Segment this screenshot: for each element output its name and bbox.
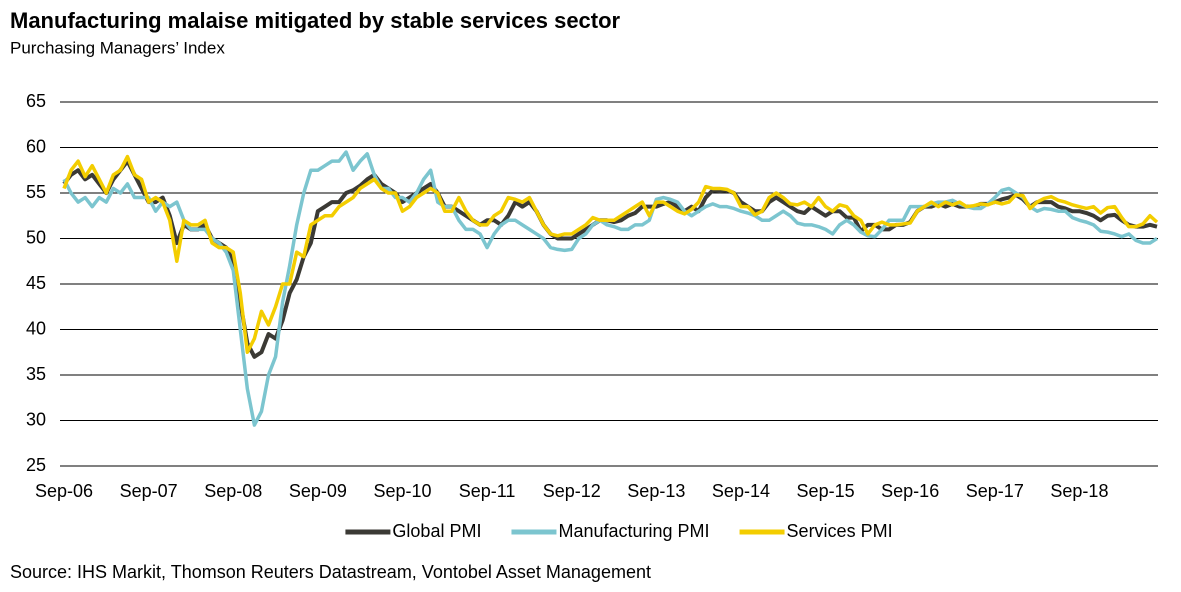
series-line [62, 154, 1159, 354]
source-note: Source: IHS Markit, Thomson Reuters Data… [10, 562, 651, 582]
y-tick-label: 55 [26, 182, 46, 202]
chart-title: Manufacturing malaise mitigated by stabl… [10, 8, 621, 33]
x-tick-label: Sep-18 [1050, 481, 1108, 501]
series-line [62, 150, 1158, 427]
chart-subtitle: Purchasing Managers’ Index [10, 38, 225, 57]
y-tick-label: 45 [26, 273, 46, 293]
y-tick-label: 40 [26, 318, 46, 338]
y-tick-label: 35 [26, 364, 46, 384]
x-tick-label: Sep-15 [797, 481, 855, 501]
x-tick-label: Sep-17 [966, 481, 1024, 501]
x-tick-label: Sep-11 [459, 481, 516, 501]
y-tick-label: 60 [26, 136, 46, 156]
x-tick-label: Sep-10 [373, 481, 431, 501]
legend-label: Manufacturing PMI [558, 521, 709, 541]
legend: Global PMI Manufacturing PMI Services PMI [345, 521, 893, 541]
x-tick-label: Sep-06 [35, 481, 93, 501]
y-tick-label: 65 [26, 91, 46, 111]
x-tick-label: Sep-09 [289, 481, 347, 501]
x-tick-label: Sep-13 [627, 481, 685, 501]
legend-label: Global PMI [392, 521, 481, 541]
x-tick-label: Sep-07 [120, 481, 178, 501]
x-tick-label: Sep-14 [712, 481, 770, 501]
y-tick-label: 50 [26, 227, 46, 247]
x-tick-label: Sep-08 [204, 481, 262, 501]
x-tick-label: Sep-12 [543, 481, 601, 501]
legend-label: Services PMI [787, 521, 893, 541]
x-tick-label: Sep-16 [881, 481, 939, 501]
y-tick-label: 30 [26, 409, 46, 429]
y-tick-label: 25 [26, 455, 46, 475]
